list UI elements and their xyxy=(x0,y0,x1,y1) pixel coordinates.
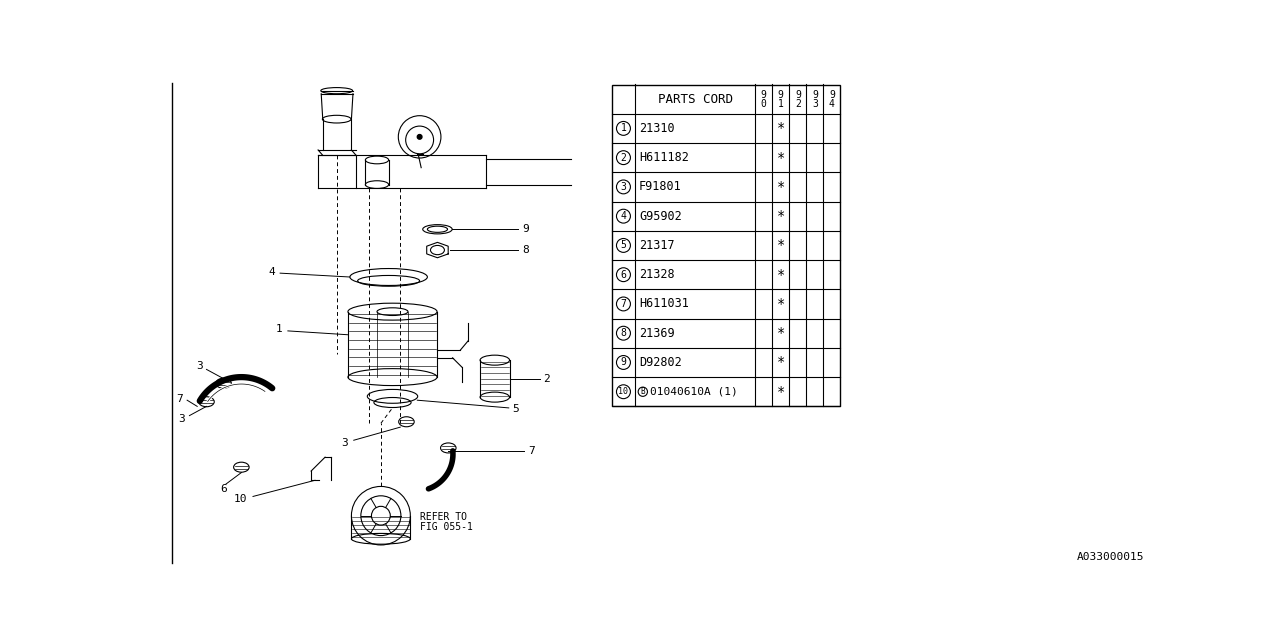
Text: A033000015: A033000015 xyxy=(1076,552,1144,562)
Text: 5: 5 xyxy=(621,241,626,250)
Text: 21317: 21317 xyxy=(639,239,675,252)
Text: H611182: H611182 xyxy=(639,151,689,164)
Text: 9: 9 xyxy=(522,224,530,234)
Text: 6: 6 xyxy=(220,484,227,493)
Text: *: * xyxy=(777,122,785,136)
Text: F91801: F91801 xyxy=(639,180,682,193)
Text: 0: 0 xyxy=(760,99,767,109)
Text: 01040610A (1): 01040610A (1) xyxy=(650,387,737,397)
Text: *: * xyxy=(777,209,785,223)
Text: 9: 9 xyxy=(760,90,767,100)
Text: 9: 9 xyxy=(812,90,818,100)
Text: 2: 2 xyxy=(621,153,626,163)
Text: *: * xyxy=(777,326,785,340)
Text: 9: 9 xyxy=(778,90,783,100)
Text: 2: 2 xyxy=(795,99,801,109)
Text: 1: 1 xyxy=(778,99,783,109)
Text: 3: 3 xyxy=(196,360,202,371)
Text: 21328: 21328 xyxy=(639,268,675,281)
Text: 1: 1 xyxy=(621,124,626,133)
Text: 10: 10 xyxy=(618,387,628,396)
Text: 6: 6 xyxy=(621,269,626,280)
Text: *: * xyxy=(777,268,785,282)
Text: 8: 8 xyxy=(621,328,626,338)
Text: 5: 5 xyxy=(512,404,520,415)
Text: *: * xyxy=(777,297,785,311)
Text: 7: 7 xyxy=(529,446,535,456)
Text: 10: 10 xyxy=(234,494,247,504)
Text: G95902: G95902 xyxy=(639,210,682,223)
Text: 8: 8 xyxy=(522,245,530,255)
Text: 21310: 21310 xyxy=(639,122,675,135)
Text: 21369: 21369 xyxy=(639,326,675,340)
Text: 7: 7 xyxy=(621,299,626,309)
Text: 2: 2 xyxy=(544,374,550,383)
Text: D92802: D92802 xyxy=(639,356,682,369)
Text: 1: 1 xyxy=(275,324,283,334)
Text: REFER TO: REFER TO xyxy=(420,512,467,522)
Text: PARTS CORD: PARTS CORD xyxy=(658,93,732,106)
Text: 9: 9 xyxy=(621,358,626,367)
Text: 4: 4 xyxy=(621,211,626,221)
Text: 4: 4 xyxy=(829,99,835,109)
Text: 3: 3 xyxy=(178,415,184,424)
Text: *: * xyxy=(777,355,785,369)
Text: *: * xyxy=(777,150,785,164)
Text: B: B xyxy=(640,387,645,396)
Text: *: * xyxy=(777,239,785,252)
Text: *: * xyxy=(777,385,785,399)
Text: *: * xyxy=(777,180,785,194)
Bar xyxy=(612,84,841,406)
Text: H611031: H611031 xyxy=(639,298,689,310)
Text: FIG 055-1: FIG 055-1 xyxy=(420,522,472,532)
Circle shape xyxy=(417,134,422,139)
Text: 4: 4 xyxy=(268,267,275,276)
Text: 9: 9 xyxy=(795,90,801,100)
Text: 9: 9 xyxy=(829,90,835,100)
Text: 3: 3 xyxy=(812,99,818,109)
Text: 3: 3 xyxy=(621,182,626,192)
Text: 7: 7 xyxy=(177,394,183,404)
Text: 3: 3 xyxy=(342,438,348,448)
